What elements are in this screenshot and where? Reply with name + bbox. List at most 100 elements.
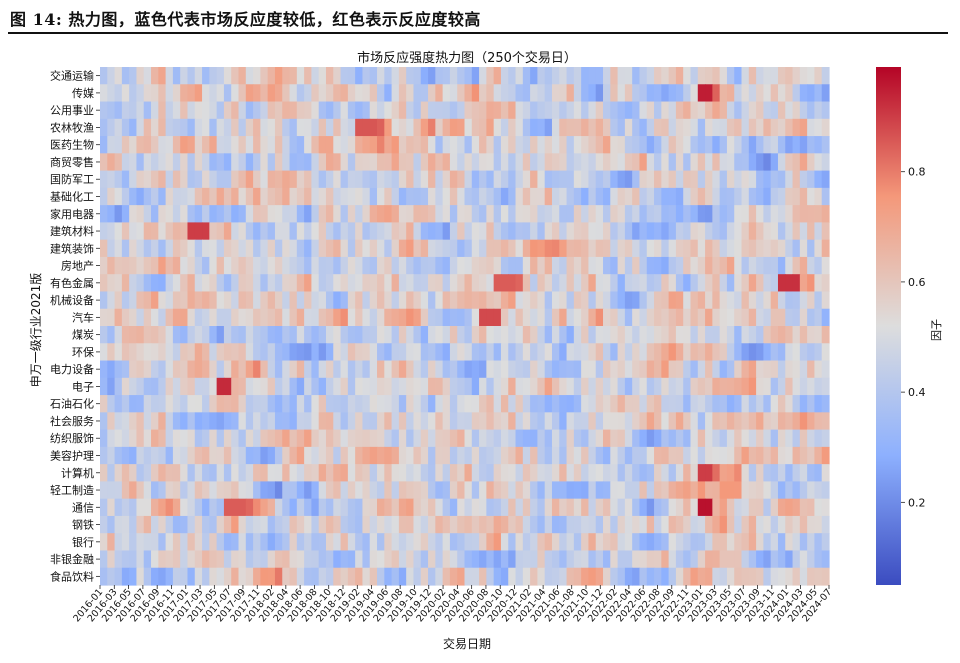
- heatmap-cell: [121, 464, 130, 482]
- heatmap-cell: [325, 377, 334, 396]
- heatmap-cell: [129, 222, 138, 241]
- heatmap-cell: [624, 205, 633, 223]
- heatmap-cell: [180, 567, 189, 586]
- heatmap-cell: [340, 136, 349, 154]
- heatmap-cell: [260, 101, 269, 120]
- heatmap-cell: [777, 481, 786, 500]
- heatmap-cell: [216, 429, 225, 448]
- heatmap-cell: [377, 464, 385, 482]
- heatmap-cell: [566, 256, 575, 275]
- heatmap-cell: [683, 170, 692, 189]
- heatmap-cell: [260, 274, 269, 293]
- heatmap-cell: [537, 308, 546, 327]
- heatmap-cell: [581, 118, 590, 137]
- heatmap-cell: [260, 205, 269, 223]
- heatmap-cell: [449, 118, 458, 137]
- heatmap-cell: [340, 498, 349, 517]
- heatmap-cell: [741, 567, 750, 586]
- heatmap-cell: [515, 326, 524, 344]
- heatmap-cell: [216, 153, 225, 172]
- heatmap-cell: [756, 377, 764, 396]
- heatmap-cell: [559, 308, 568, 327]
- heatmap-cell: [690, 498, 699, 517]
- heatmap-cell: [355, 84, 364, 103]
- heatmap-cell: [566, 567, 575, 586]
- heatmap-cell: [311, 533, 320, 552]
- heatmap-cell: [318, 118, 327, 137]
- heatmap-cell: [274, 118, 283, 137]
- heatmap-cell: [282, 205, 291, 223]
- heatmap-cell: [566, 533, 575, 552]
- heatmap-cell: [654, 84, 662, 103]
- heatmap-cell: [282, 550, 291, 569]
- heatmap-cell: [493, 412, 502, 431]
- heatmap-cell: [457, 84, 466, 103]
- heatmap-cell: [603, 446, 611, 465]
- heatmap-cell: [719, 170, 728, 189]
- heatmap-cell: [588, 187, 597, 206]
- heatmap-cell: [493, 291, 502, 310]
- heatmap-cell: [705, 533, 713, 552]
- heatmap-cell: [486, 446, 495, 465]
- heatmap-cell: [172, 118, 181, 137]
- heatmap-cell: [479, 205, 487, 223]
- heatmap-cell: [668, 360, 677, 379]
- heatmap-cell: [129, 187, 138, 206]
- heatmap-cell: [668, 481, 677, 500]
- heatmap-cell: [610, 205, 619, 223]
- heatmap-cell: [807, 498, 816, 517]
- heatmap-cell: [406, 222, 415, 241]
- heatmap-cell: [369, 395, 378, 413]
- heatmap-cell: [311, 308, 320, 327]
- heatmap-cell: [267, 498, 276, 517]
- heatmap-cell: [515, 222, 524, 241]
- heatmap-cell: [632, 446, 641, 465]
- heatmap-cell: [821, 567, 830, 586]
- heatmap-cell: [741, 153, 750, 172]
- heatmap-cell: [369, 567, 378, 586]
- heatmap-cell: [428, 67, 436, 85]
- heatmap-cell: [559, 187, 568, 206]
- heatmap-cell: [675, 343, 684, 362]
- heatmap-cell: [136, 118, 145, 137]
- heatmap-cell: [777, 533, 786, 552]
- heatmap-cell: [493, 567, 502, 586]
- heatmap-cell: [661, 481, 670, 500]
- heatmap-cell: [442, 274, 451, 293]
- heatmap-cell: [136, 446, 145, 465]
- heatmap-cell: [763, 118, 772, 137]
- heatmap-cell: [100, 377, 108, 396]
- heatmap-cell: [420, 567, 429, 586]
- heatmap-cell: [573, 446, 582, 465]
- heatmap-cell: [471, 515, 480, 534]
- heatmap-cell: [209, 464, 218, 482]
- heatmap-cell: [683, 136, 692, 154]
- heatmap-cell: [785, 222, 794, 241]
- heatmap-cell: [763, 136, 772, 154]
- heatmap-cell: [180, 256, 189, 275]
- heatmap-cell: [158, 153, 167, 172]
- heatmap-cell: [763, 429, 772, 448]
- heatmap-cell: [508, 170, 517, 189]
- heatmap-cell: [282, 360, 291, 379]
- heatmap-cell: [683, 395, 692, 413]
- heatmap-cell: [391, 170, 400, 189]
- heatmap-cell: [143, 118, 152, 137]
- heatmap-cell: [216, 187, 225, 206]
- heatmap-cell: [231, 429, 240, 448]
- heatmap-cell: [209, 187, 218, 206]
- heatmap-cell: [712, 170, 721, 189]
- heatmap-cell: [391, 67, 400, 85]
- heatmap-cell: [464, 67, 473, 85]
- heatmap-cell: [325, 118, 334, 137]
- heatmap-cell: [165, 205, 174, 223]
- heatmap-cell: [333, 412, 342, 431]
- heatmap-cell: [661, 567, 670, 586]
- heatmap-cell: [428, 343, 436, 362]
- heatmap-cell: [500, 533, 509, 552]
- heatmap-cell: [581, 274, 590, 293]
- heatmap-cell: [675, 515, 684, 534]
- heatmap-cell: [719, 567, 728, 586]
- heatmap-cell: [129, 153, 138, 172]
- heatmap-cell: [151, 222, 159, 241]
